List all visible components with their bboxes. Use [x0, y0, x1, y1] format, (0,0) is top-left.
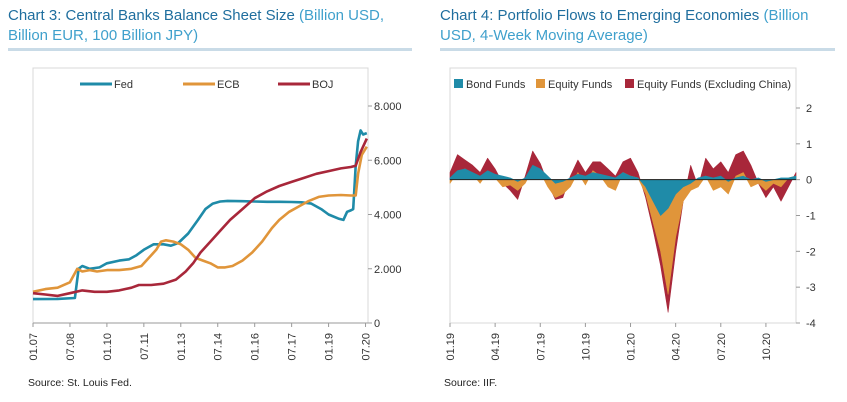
chart-3-legend-label-boj: BOJ — [312, 79, 333, 91]
chart-3-source: Source: St. Louis Fed. — [28, 377, 132, 389]
chart-3-series-boj — [32, 138, 368, 298]
chart-3-series-fed — [32, 129, 368, 301]
chart-3-x-tick-label: 01.07 — [28, 333, 40, 361]
chart-4-title-rule — [440, 48, 835, 51]
chart-4-y-tick-label: 0 — [806, 175, 812, 187]
chart-4-title-sub: (Billion USD, 4-Week Moving Average) — [440, 7, 809, 44]
chart-4-y-tick-label: -2 — [806, 246, 816, 258]
chart-4-legend-label-2: Equity Funds (Excluding China) — [637, 79, 791, 91]
chart-4-legend-label-0: Bond Funds — [466, 79, 526, 91]
chart-3-panel: Chart 3: Central Banks Balance Sheet Siz… — [0, 0, 420, 402]
chart-4-panel: Chart 4: Portfolio Flows to Emerging Eco… — [432, 0, 847, 402]
chart-4-legend-swatch-0 — [454, 79, 463, 88]
chart-4-y-tick-label: 2 — [806, 103, 812, 115]
chart-3-y-tick-label: 6.000 — [374, 155, 402, 167]
chart-3-x-tick-label: 07.11 — [139, 333, 151, 360]
chart-4-x-tick-label: 07.19 — [535, 333, 547, 361]
chart-3-x-tick-label: 07.17 — [287, 333, 299, 361]
chart-4-title-main: Chart 4: Portfolio Flows to Emerging Eco… — [440, 7, 760, 24]
chart-4-series-0 — [449, 165, 797, 216]
chart-4-y-tick-label: 1 — [806, 139, 812, 151]
chart-3-x-tick-label: 01.16 — [250, 333, 262, 361]
chart-3-plot-frame — [32, 67, 369, 324]
chart-3-y-tick-label: 0 — [374, 318, 380, 330]
chart-3-legend-label-fed: Fed — [114, 79, 133, 91]
chart-4-y-tick-label: -4 — [806, 318, 816, 330]
chart-3-y-tick-label: 4.000 — [374, 210, 402, 222]
chart-3-y-tick-label: 2.000 — [374, 264, 402, 276]
chart-4-source: Source: IIF. — [444, 377, 498, 389]
chart-4-legend-swatch-2 — [625, 79, 634, 88]
chart-4-series-1 — [449, 168, 797, 295]
chart-4-title: Chart 4: Portfolio Flows to Emerging Eco… — [440, 6, 840, 46]
chart-3-title-main: Chart 3: Central Banks Balance Sheet Siz… — [8, 7, 295, 24]
chart-4-x-tick-label: 01.19 — [445, 333, 457, 361]
chart-3-title: Chart 3: Central Banks Balance Sheet Siz… — [8, 6, 408, 46]
chart-3-x-tick-label: 07.20 — [361, 333, 373, 361]
chart-4-legend-label-1: Equity Funds — [548, 79, 613, 91]
chart-4-y-tick-label: -1 — [806, 211, 816, 223]
chart-3-x-tick-label: 01.13 — [176, 333, 188, 361]
chart-3-series-ecb — [32, 146, 368, 294]
chart-3-x-tick-label: 01.10 — [102, 333, 114, 361]
chart-4-x-tick-label: 10.19 — [580, 333, 592, 361]
chart-3-plot: 0 2.000 4.000 6.000 8.000 01.07 07.08 01.10 07.1… — [28, 67, 402, 361]
chart-4-x-tick-label: 07.20 — [716, 333, 728, 361]
chart-4-x-tick-label: 04.20 — [671, 333, 683, 361]
chart-4-y-tick-label: -3 — [806, 282, 816, 294]
chart-4-x-tick-label: 10.20 — [761, 333, 773, 361]
chart-3-title-sub: (Billion USD, Billion EUR, 100 Billion J… — [8, 7, 385, 44]
chart-3-x-tick-label: 01.19 — [324, 333, 336, 361]
chart-4-x-tick-label: 04.19 — [490, 333, 502, 361]
chart-4-plot: -4 -3 -2 -1 0 1 2 01.19 04.19 07.19 10.19 01.20 04.2… — [445, 67, 816, 361]
chart-4-plot-frame — [449, 67, 797, 324]
chart-3-y-tick-label: 8.000 — [374, 101, 402, 113]
chart-4-legend-swatch-1 — [536, 79, 545, 88]
chart-3-legend-label-ecb: ECB — [217, 79, 240, 91]
chart-3-title-rule — [8, 48, 412, 51]
chart-4-x-tick-label: 01.20 — [626, 333, 638, 361]
chart-3-x-tick-label: 07.14 — [213, 333, 225, 361]
chart-3-x-tick-label: 07.08 — [65, 333, 77, 361]
